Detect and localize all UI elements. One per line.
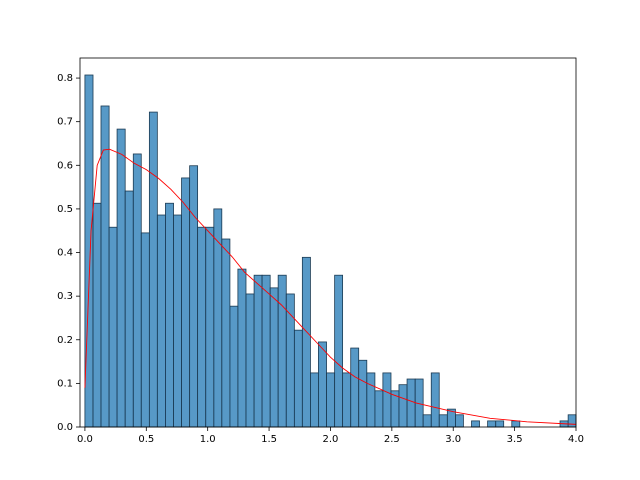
x-tick-label: 2.5 [384,434,400,445]
bar [318,341,327,428]
bar [92,202,102,428]
bar [140,232,150,428]
bar [269,287,279,428]
bar [398,384,408,428]
x-tick-label: 3.0 [445,434,461,445]
bar [495,420,505,428]
y-tick-label: 0.3 [57,291,73,302]
bar [116,128,126,428]
bar [342,372,352,428]
bar [132,153,142,428]
y-tick-label: 0.0 [57,422,73,433]
x-tick-label: 3.5 [507,434,523,445]
y-tick-label: 0.7 [57,117,73,128]
x-tick-label: 0.5 [138,434,154,445]
bar [100,105,110,428]
bar [350,347,360,428]
y-tick-label: 0.8 [57,73,73,84]
bar [430,372,440,428]
bar [358,359,368,428]
density-curve [84,148,577,425]
bar [301,256,311,428]
y-tick-label: 0.2 [57,335,73,346]
bar [406,378,416,428]
bar [173,214,182,428]
bar [511,420,521,428]
bar [293,329,303,428]
bar [189,165,199,428]
bar [84,74,94,428]
y-tick-label: 0.5 [57,204,73,215]
bar [438,414,448,428]
bar [108,226,118,428]
x-tick-label: 4.0 [568,434,584,445]
bar [422,414,432,428]
bar [382,372,392,428]
bar [221,238,231,428]
y-tick-label: 0.4 [57,248,73,259]
bar [181,177,191,428]
bar [156,214,166,428]
bar [567,414,577,428]
y-tick-label: 0.6 [57,160,73,171]
bar [148,111,158,428]
plot-frame [79,57,577,428]
bar [277,274,287,428]
x-tick-label: 1.0 [200,434,216,445]
bar [334,274,344,428]
x-tick-label: 0.0 [77,434,93,445]
bar [310,372,319,428]
bar [487,420,497,428]
bar [165,202,174,428]
bar [124,190,134,428]
x-tick-label: 2.0 [323,434,339,445]
bar [229,305,239,428]
bar [205,226,215,428]
bar [374,390,384,428]
bar [261,274,271,428]
bar [253,274,263,428]
bar [197,226,207,428]
bar [245,293,255,428]
bar [471,420,480,428]
y-tick-label: 0.1 [57,378,73,389]
x-tick-label: 1.5 [261,434,277,445]
bar [237,268,247,428]
bar [455,414,464,428]
bar [366,372,376,428]
bar [326,372,336,428]
